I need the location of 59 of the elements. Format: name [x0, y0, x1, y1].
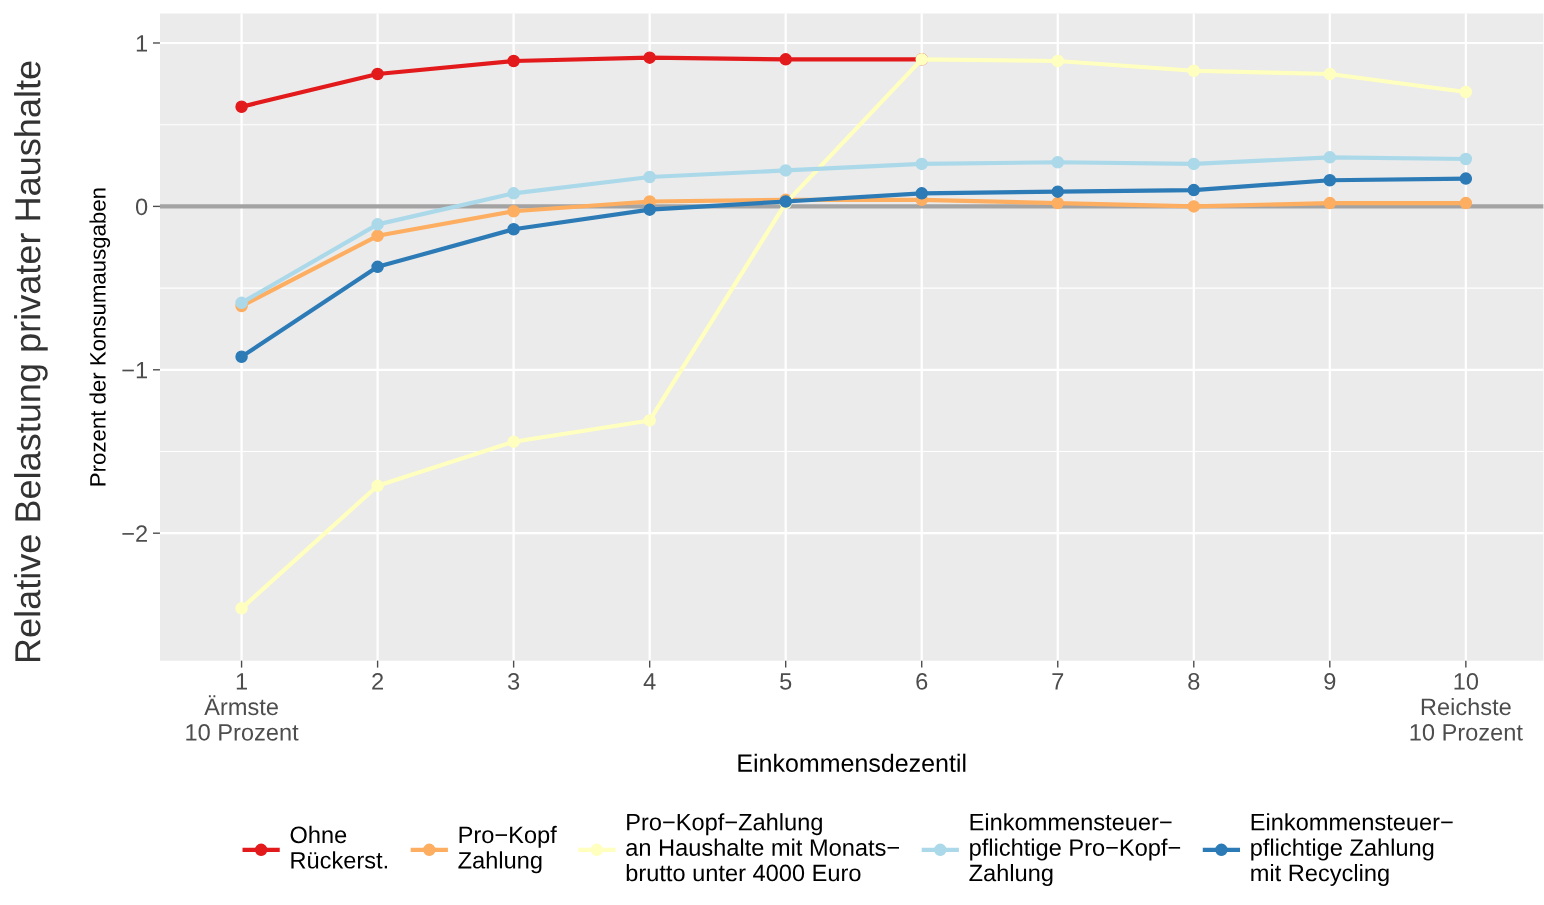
point: [1459, 152, 1473, 166]
point: [1323, 151, 1337, 164]
point: [507, 435, 520, 448]
point: [779, 53, 792, 66]
x-tick-label: 9: [1324, 673, 1336, 690]
point: [371, 229, 384, 243]
point: [235, 100, 248, 113]
legend-label: Pro−Kopf Zahlung: [458, 825, 557, 874]
point: [1187, 157, 1201, 171]
x-tick-label: 2: [372, 673, 383, 690]
point: [1459, 196, 1473, 210]
point: [1459, 172, 1473, 185]
x-tick-label: 3: [507, 673, 520, 690]
point: [507, 54, 520, 68]
point: [779, 164, 792, 177]
point: [643, 170, 656, 184]
y-tick-label: 0: [135, 198, 148, 216]
point: [1323, 67, 1337, 81]
x-tick-label: 7: [1052, 673, 1064, 690]
point: [915, 187, 928, 200]
point: [1187, 183, 1201, 197]
text: Relative Belastung privater Haushalte: [14, 61, 48, 662]
point: [1323, 173, 1337, 187]
legend-label: Einkommensteuer− pflichtige Pro−Kopf− Zahlung: [969, 813, 1181, 886]
point: [235, 602, 248, 615]
point: [1187, 200, 1201, 213]
y-tick-label: 1: [136, 35, 147, 52]
point: [507, 205, 520, 218]
legend-label: Ohne Rückerst.: [290, 825, 388, 869]
point: [643, 51, 656, 64]
y-tick-label: −2: [122, 525, 147, 542]
point: [1051, 196, 1065, 210]
point: [1051, 185, 1065, 198]
x-tick-label: 10 Reichste 10 Prozent: [1410, 673, 1523, 741]
point: [643, 414, 656, 427]
y-axis-title: Prozent der Konsumausgaben: [89, 188, 111, 486]
point: [507, 223, 520, 236]
point: [371, 218, 384, 231]
point: [1187, 64, 1201, 78]
point: [371, 260, 384, 274]
x-axis-title: Einkommensdezentil: [738, 753, 966, 773]
point: [235, 350, 248, 363]
x-tick-label: 8: [1188, 673, 1200, 690]
point: [507, 187, 520, 200]
point: [1323, 196, 1337, 210]
point: [1459, 85, 1473, 99]
point: [1051, 156, 1065, 169]
x-tick-label: 5: [780, 673, 792, 690]
point: [371, 479, 384, 493]
point: [1051, 54, 1065, 68]
y-tick-label: −1: [122, 362, 147, 379]
point: [915, 157, 928, 171]
point: [643, 203, 656, 216]
legend-label: Pro−Kopf−Zahlung an Haushalte mit Monats− brutto unter 4000 Euro: [626, 813, 900, 882]
x-tick-label: 1 Ärmste 10 Prozent: [186, 673, 299, 741]
x-tick-label: 6: [916, 673, 928, 690]
point: [371, 67, 384, 81]
x-tick-label: 4: [643, 673, 656, 690]
legend-label: Einkommensteuer− pflichtige Zahlung mit Recycling: [1251, 813, 1453, 886]
